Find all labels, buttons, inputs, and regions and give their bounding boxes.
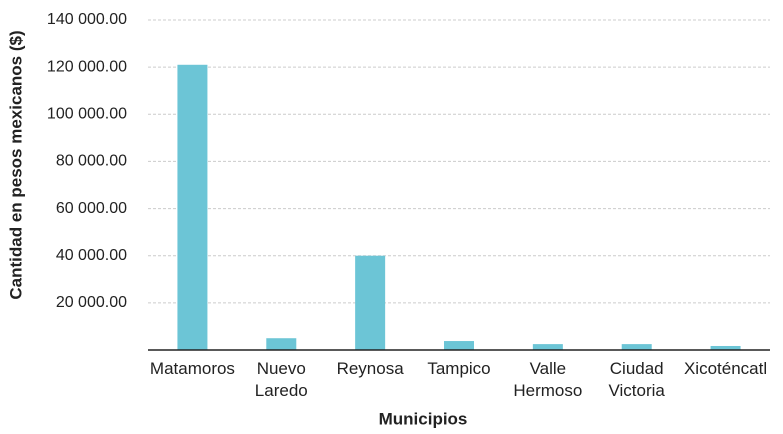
bar [266, 338, 297, 350]
bar [621, 344, 652, 350]
x-tick-label: Ciudad Victoria [608, 359, 665, 400]
y-tick-label: 140 000.00 [47, 11, 127, 28]
y-tick-label: 120 000.00 [47, 58, 127, 75]
bar [444, 341, 474, 350]
x-tick-label: Reynosa [336, 359, 404, 378]
y-tick-label: 60 000.00 [56, 200, 127, 217]
bar [710, 345, 741, 350]
y-tick-label: 80 000.00 [56, 153, 127, 170]
x-tick-label: Tampico [427, 359, 491, 378]
x-tick-label: Valle Hermoso [513, 359, 583, 400]
y-axis-label: Cantidad en pesos mexicanos ($) [6, 30, 25, 299]
x-tick-label: Nuevo Laredo [254, 359, 308, 400]
bar [532, 344, 563, 350]
y-tick-label: 100 000.00 [47, 106, 127, 123]
x-axis-label: Municipios [379, 409, 468, 428]
x-tick-label: Xicoténcatl [683, 359, 768, 378]
y-tick-label: 40 000.00 [56, 247, 127, 264]
bar [177, 64, 208, 351]
x-tick-label: Matamoros [149, 359, 235, 378]
bar [355, 255, 386, 350]
y-tick-label: 20 000.00 [56, 294, 127, 311]
